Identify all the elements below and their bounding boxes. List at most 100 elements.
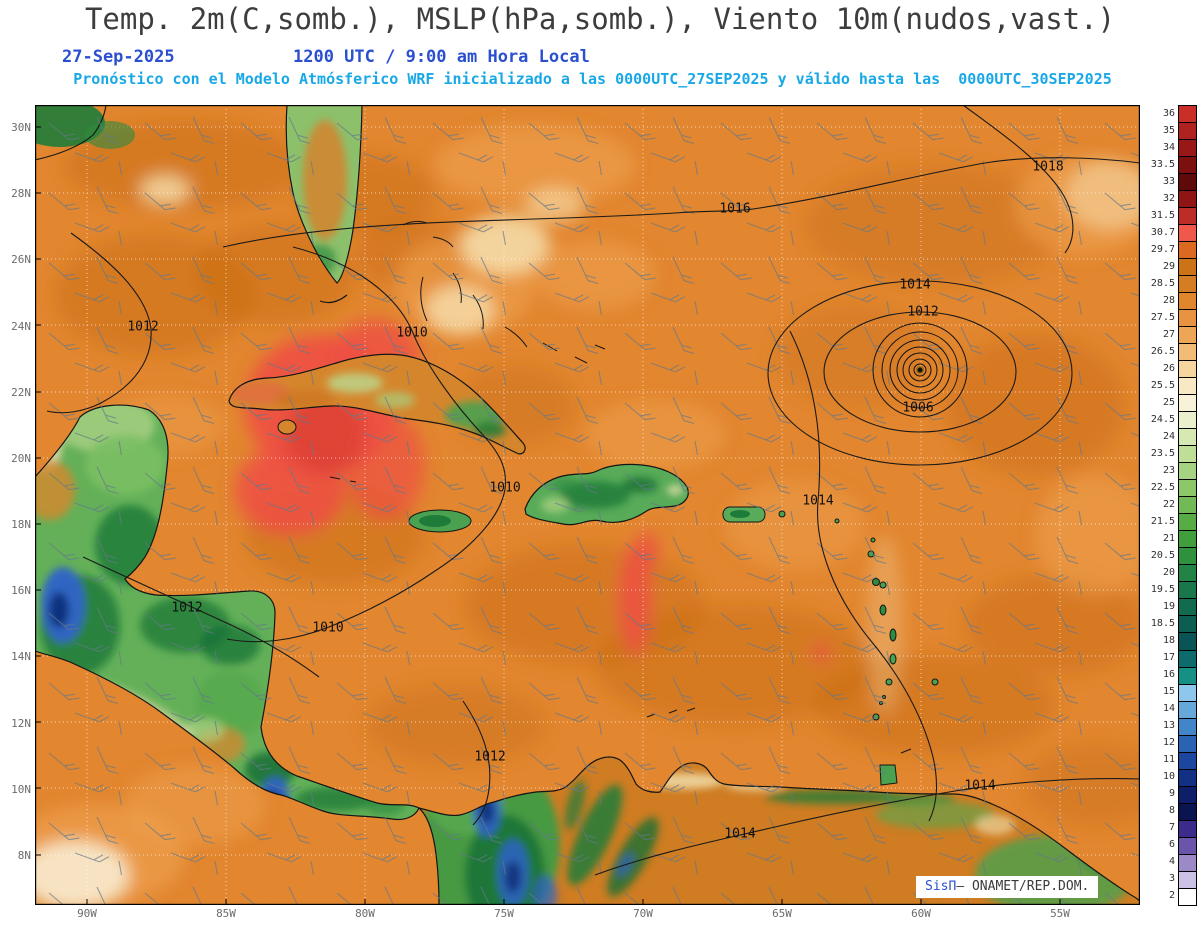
colorbar-value-label: 9 bbox=[1168, 788, 1175, 800]
colorbar-row: 22.5 bbox=[1144, 479, 1198, 498]
colorbar-swatch bbox=[1178, 258, 1197, 277]
colorbar-row: 21 bbox=[1144, 530, 1198, 549]
colorbar-swatch bbox=[1178, 530, 1197, 549]
colorbar-value-label: 14 bbox=[1162, 703, 1175, 715]
credit-text: – ONAMET/REP.DOM. bbox=[956, 879, 1090, 894]
colorbar-swatch bbox=[1178, 649, 1197, 668]
colorbar-swatch bbox=[1178, 122, 1197, 141]
colorbar-row: 8 bbox=[1144, 802, 1198, 821]
colorbar-swatch bbox=[1178, 751, 1197, 770]
colorbar-row: 36 bbox=[1144, 105, 1198, 124]
colorbar-swatch bbox=[1178, 360, 1197, 379]
colorbar-swatch bbox=[1178, 598, 1197, 617]
colorbar-value-label: 33.5 bbox=[1150, 158, 1175, 170]
colorbar-swatch bbox=[1178, 394, 1197, 413]
colorbar-value-label: 13 bbox=[1162, 720, 1175, 732]
colorbar-row: 6 bbox=[1144, 836, 1198, 855]
colorbar-row: 15 bbox=[1144, 683, 1198, 702]
colorbar-row: 2 bbox=[1144, 887, 1198, 906]
longitude-label: 70W bbox=[633, 907, 653, 920]
longitude-label: 90W bbox=[77, 907, 97, 920]
colorbar-swatch bbox=[1178, 581, 1197, 600]
colorbar-row: 13 bbox=[1144, 717, 1198, 736]
latitude-label: 16N bbox=[11, 584, 31, 598]
colorbar-row: 7 bbox=[1144, 819, 1198, 838]
colorbar-row: 26.5 bbox=[1144, 343, 1198, 362]
colorbar-value-label: 31.5 bbox=[1150, 209, 1175, 221]
wind-barbs-layer bbox=[35, 105, 1140, 905]
colorbar-row: 20.5 bbox=[1144, 547, 1198, 566]
forecast-description: Pronóstico con el Modelo Atmósferico WRF… bbox=[73, 70, 1112, 88]
longitude-label: 55W bbox=[1050, 907, 1070, 920]
colorbar-value-label: 33 bbox=[1162, 175, 1175, 187]
colorbar-value-label: 34 bbox=[1162, 141, 1175, 153]
latitude-label: 22N bbox=[11, 385, 31, 399]
colorbar-row: 12 bbox=[1144, 734, 1198, 753]
colorbar-row: 35 bbox=[1144, 122, 1198, 141]
colorbar-row: 9 bbox=[1144, 785, 1198, 804]
page-title: Temp. 2m(C,somb.), MSLP(hPa,somb.), Vien… bbox=[84, 2, 1116, 36]
colorbar-row: 33.5 bbox=[1144, 156, 1198, 175]
colorbar-value-label: 7 bbox=[1168, 822, 1175, 834]
colorbar-swatch bbox=[1178, 309, 1197, 328]
colorbar-swatch bbox=[1178, 836, 1197, 855]
colorbar-value-label: 26.5 bbox=[1150, 345, 1175, 357]
run-date: 27-Sep-2025 bbox=[62, 47, 175, 67]
colorbar-swatch bbox=[1178, 224, 1197, 243]
longitude-label: 85W bbox=[216, 907, 236, 920]
latitude-label: 24N bbox=[11, 319, 31, 333]
latitude-label: 28N bbox=[11, 187, 31, 201]
colorbar-swatch bbox=[1178, 343, 1197, 362]
colorbar-swatch bbox=[1178, 734, 1197, 753]
colorbar-swatch bbox=[1178, 428, 1197, 447]
latitude-label: 10N bbox=[11, 782, 31, 796]
credit-brand: SisΠ bbox=[925, 879, 957, 894]
colorbar-row: 33 bbox=[1144, 173, 1198, 192]
colorbar-swatch bbox=[1178, 785, 1197, 804]
colorbar-value-label: 26 bbox=[1162, 362, 1175, 374]
weather-map bbox=[35, 105, 1140, 905]
colorbar-value-label: 27.5 bbox=[1150, 311, 1175, 323]
colorbar-row: 29.7 bbox=[1144, 241, 1198, 260]
colorbar-value-label: 36 bbox=[1162, 107, 1175, 119]
colorbar-swatch bbox=[1178, 513, 1197, 532]
colorbar-row: 27.5 bbox=[1144, 309, 1198, 328]
colorbar-swatch bbox=[1178, 462, 1197, 481]
map-frame bbox=[35, 105, 1140, 905]
colorbar-row: 14 bbox=[1144, 700, 1198, 719]
colorbar-swatch bbox=[1178, 768, 1197, 787]
colorbar-row: 34 bbox=[1144, 139, 1198, 158]
latitude-label: 8N bbox=[17, 848, 31, 862]
colorbar-row: 24 bbox=[1144, 428, 1198, 447]
colorbar-row: 19.5 bbox=[1144, 581, 1198, 600]
latitude-label: 14N bbox=[11, 650, 31, 664]
colorbar-row: 26 bbox=[1144, 360, 1198, 379]
colorbar-swatch bbox=[1178, 564, 1197, 583]
colorbar-row: 29 bbox=[1144, 258, 1198, 277]
colorbar-swatch bbox=[1178, 496, 1197, 515]
colorbar-value-label: 32 bbox=[1162, 192, 1175, 204]
colorbar-value-label: 28 bbox=[1162, 294, 1175, 306]
colorbar-row: 32 bbox=[1144, 190, 1198, 209]
colorbar-row: 28.5 bbox=[1144, 275, 1198, 294]
colorbar-row: 27 bbox=[1144, 326, 1198, 345]
colorbar-row: 18 bbox=[1144, 632, 1198, 651]
colorbar-row: 21.5 bbox=[1144, 513, 1198, 532]
colorbar-value-label: 15 bbox=[1162, 686, 1175, 698]
colorbar-row: 31.5 bbox=[1144, 207, 1198, 226]
colorbar-swatch bbox=[1178, 666, 1197, 685]
colorbar-swatch bbox=[1178, 479, 1197, 498]
colorbar-value-label: 25 bbox=[1162, 396, 1175, 408]
colorbar-row: 3 bbox=[1144, 870, 1198, 889]
colorbar-swatch bbox=[1178, 445, 1197, 464]
longitude-axis: 90W 85W 80W 75W 70W 65W 60W 55W bbox=[35, 907, 1140, 925]
colorbar-row: 25 bbox=[1144, 394, 1198, 413]
colorbar-value-label: 6 bbox=[1168, 839, 1175, 851]
latitude-label: 12N bbox=[11, 716, 31, 730]
colorbar-swatch bbox=[1178, 615, 1197, 634]
colorbar-row: 20 bbox=[1144, 564, 1198, 583]
colorbar-swatch bbox=[1178, 105, 1197, 124]
latitude-label: 18N bbox=[11, 518, 31, 532]
colorbar-swatch bbox=[1178, 326, 1197, 345]
colorbar-row: 10 bbox=[1144, 768, 1198, 787]
